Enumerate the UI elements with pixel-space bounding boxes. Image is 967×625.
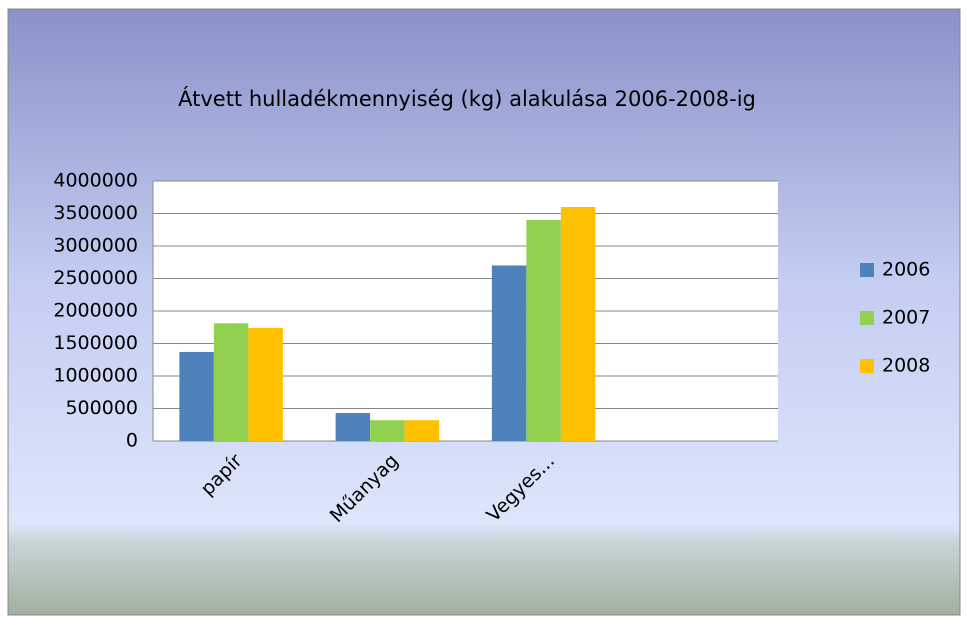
y-tick-label: 0 [126,430,138,452]
chart-title: Átvett hulladékmennyiség (kg) alakulása … [178,86,756,111]
y-tick-label: 500000 [65,397,138,419]
legend-swatch [860,311,874,325]
legend-swatch [860,359,874,373]
y-tick-label: 3000000 [53,235,138,257]
y-tick-label: 1000000 [53,365,138,387]
legend-label: 2008 [882,355,930,377]
bar [526,220,561,441]
y-tick-label: 2500000 [53,267,138,289]
bar [213,323,249,441]
bar [404,420,440,441]
legend-label: 2006 [882,259,930,281]
bar [370,420,405,441]
y-tick-label: 3500000 [53,202,138,224]
bar [491,265,527,441]
bar [560,207,596,441]
bar [335,413,371,441]
y-tick-label: 1500000 [53,332,138,354]
legend-label: 2007 [882,307,930,329]
legend-swatch [860,263,874,277]
bar [179,351,214,441]
bar [248,327,283,441]
y-tick-label: 2000000 [53,300,138,322]
y-tick-label: 4000000 [53,170,138,192]
